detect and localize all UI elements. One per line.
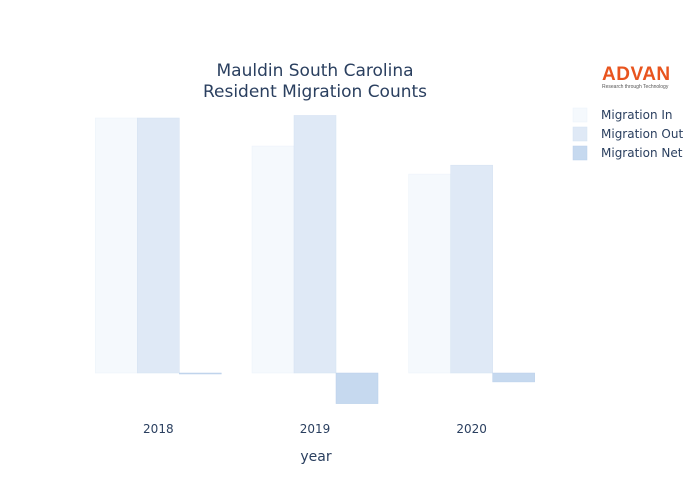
bar-migration-in-2018[interactable] [95, 117, 138, 374]
legend-label[interactable]: Migration In [601, 108, 673, 122]
bar-migration-in-2020[interactable] [408, 173, 451, 374]
logo-tagline: Research through Technology [602, 84, 669, 90]
bars-group [95, 115, 535, 404]
x-axis-title: year [300, 449, 331, 465]
logo-wordmark: ADVAN [602, 64, 671, 85]
advan-logo: ADVAN Research through Technology [602, 64, 672, 90]
chart-title-line-2: Resident Migration Counts [203, 82, 427, 102]
legend-swatch[interactable] [572, 145, 588, 161]
x-tick-label: 2020 [456, 422, 487, 436]
legend-label[interactable]: Migration Out [601, 127, 683, 141]
bar-migration-out-2019[interactable] [293, 115, 337, 374]
bar-migration-net-2019[interactable] [335, 372, 379, 404]
x-tick-labels: 2018 2019 2020 [143, 422, 487, 436]
bar-migration-out-2020[interactable] [450, 164, 493, 374]
legend-label[interactable]: Migration Net [601, 146, 683, 160]
bar-migration-in-2019[interactable] [251, 145, 295, 374]
x-tick-label: 2019 [300, 422, 331, 436]
chart-title-line-1: Mauldin South Carolina [216, 61, 413, 81]
legend-swatch[interactable] [572, 107, 588, 123]
bar-migration-out-2018[interactable] [137, 117, 180, 374]
legend-swatch[interactable] [572, 126, 588, 142]
x-tick-label: 2018 [143, 422, 174, 436]
legend[interactable]: Migration In Migration Out Migration Net [572, 107, 683, 161]
bar-migration-net-2018[interactable] [179, 372, 222, 375]
bar-migration-net-2020[interactable] [492, 372, 535, 383]
